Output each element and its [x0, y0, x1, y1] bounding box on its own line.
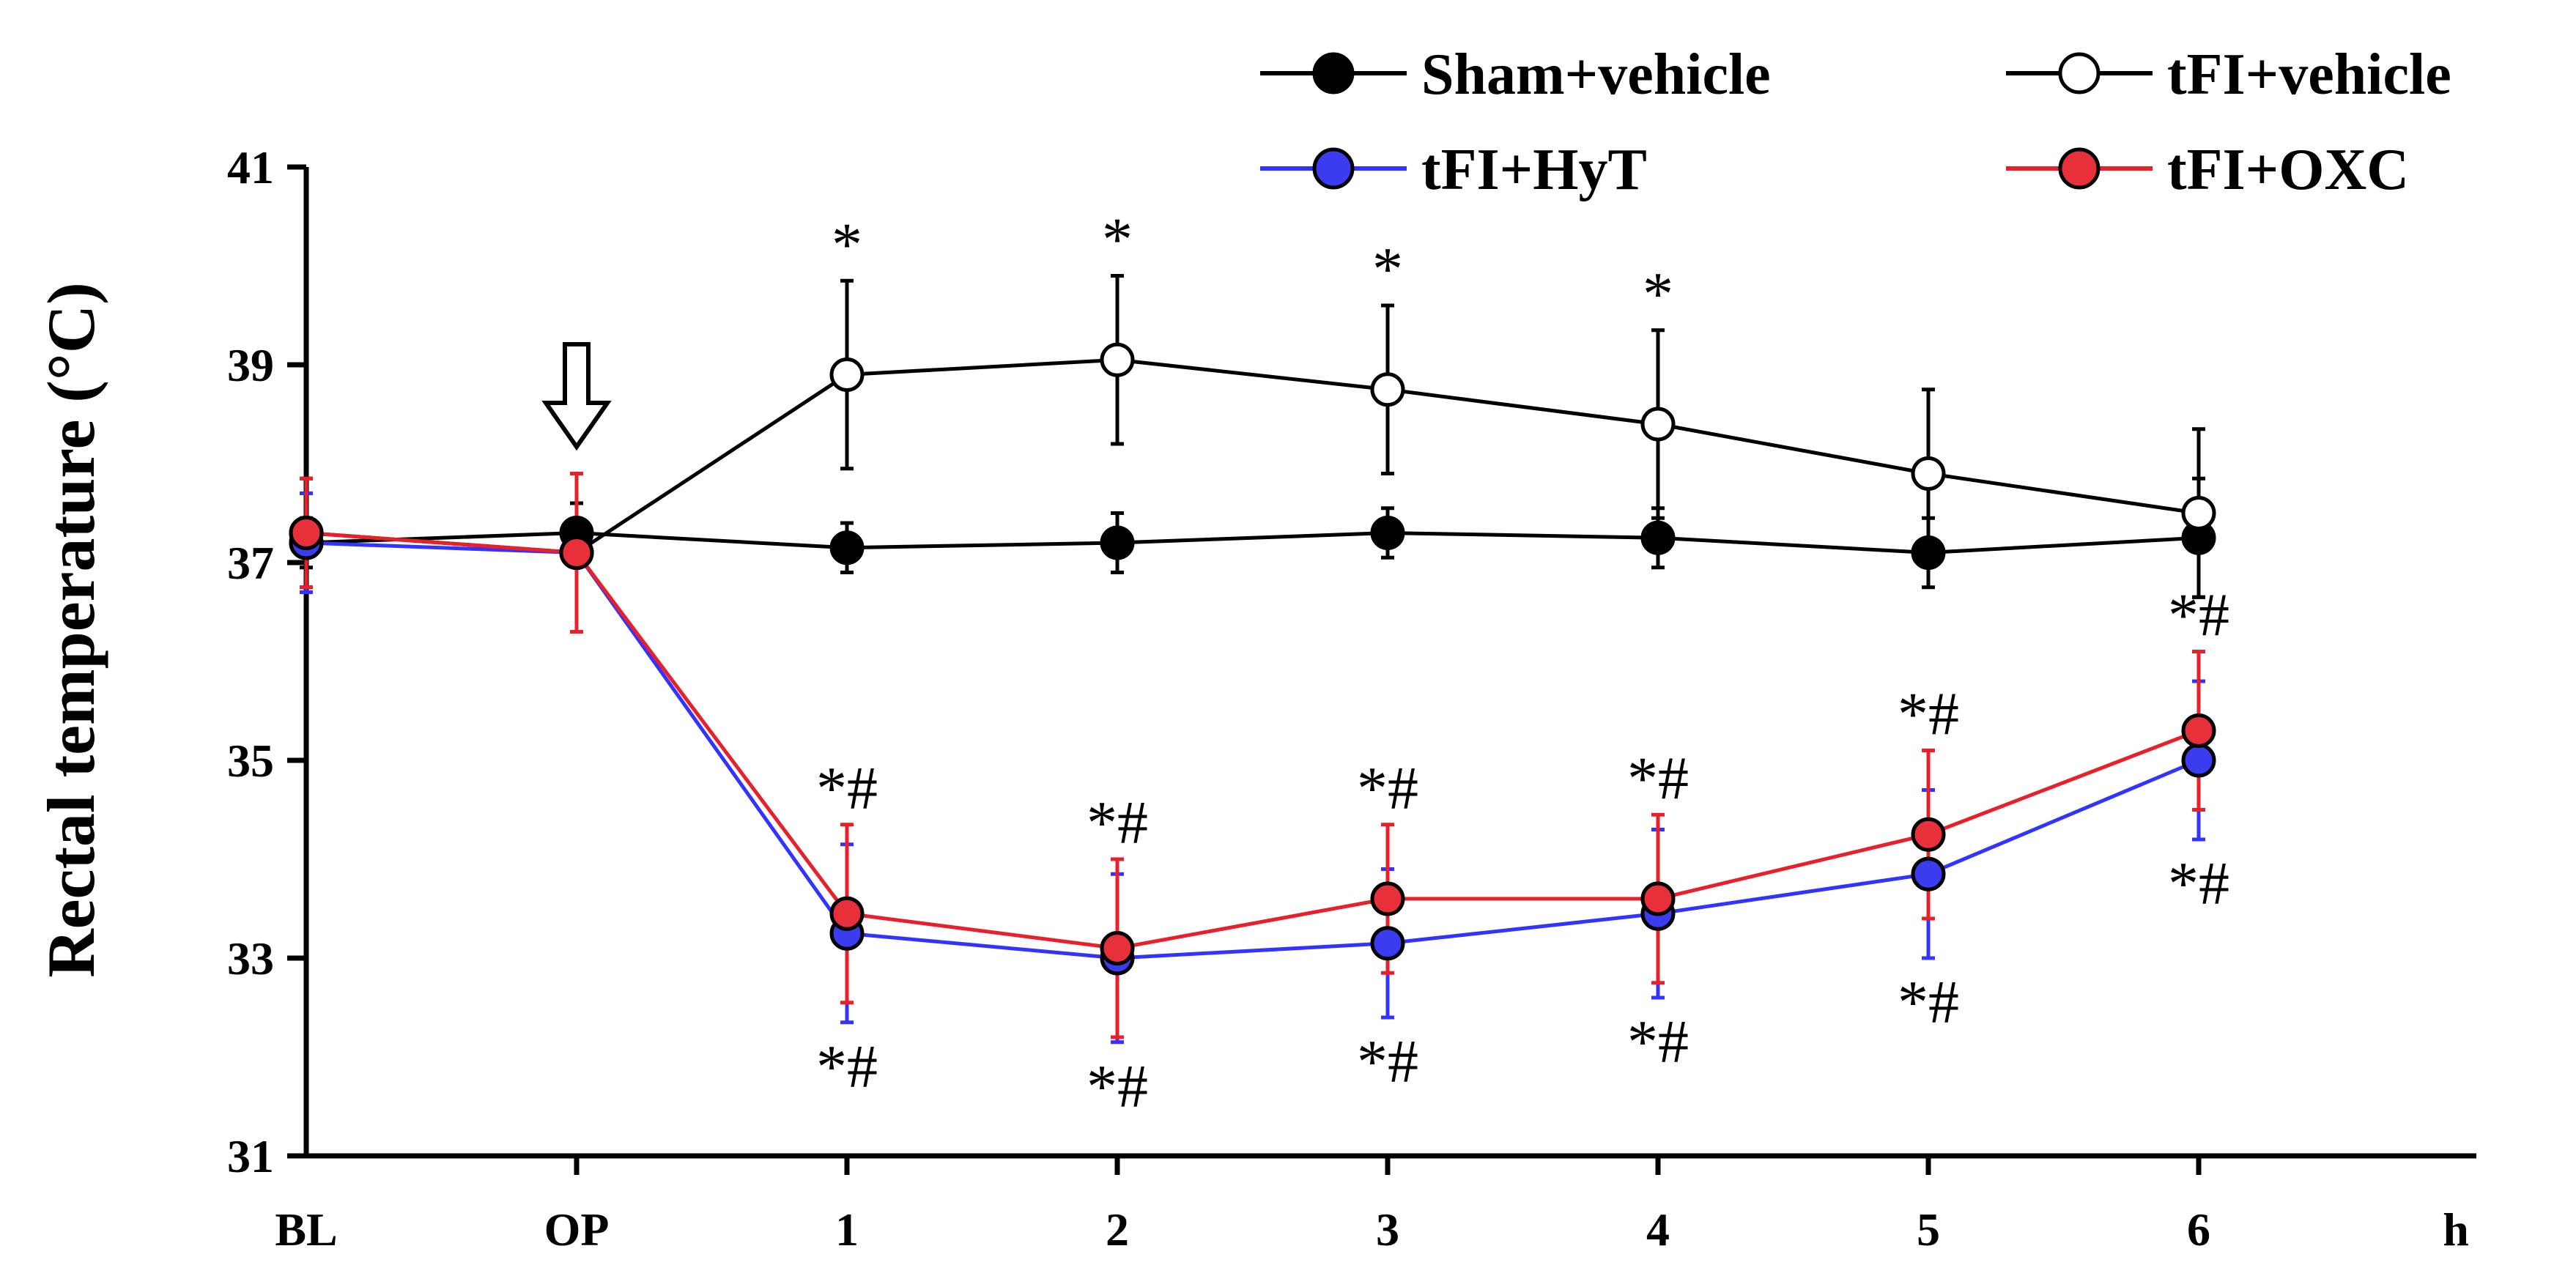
y-tick-label-37: 37: [227, 537, 274, 589]
data-point-sham-vehicle: [1640, 520, 1676, 555]
legend-label-sham-vehicle: Sham+vehicle: [1421, 42, 1771, 107]
data-point-tfi-oxc: [1370, 881, 1405, 916]
series-line-tfi-hyt: [306, 541, 2199, 960]
series-lines: [306, 357, 2199, 960]
legend-item-sham-vehicle: Sham+vehicle: [1260, 42, 1771, 107]
legend: Sham+vehicle tFI+vehicle tFI+HyT tFI+OXC: [1260, 42, 2451, 202]
significance-mark: *#: [2168, 850, 2229, 918]
y-axis-title: Rectal temperature (°C): [34, 282, 108, 978]
data-point-sham-vehicle: [1370, 516, 1405, 550]
data-point-sham-vehicle: [1100, 525, 1135, 560]
significance-mark: *: [1372, 235, 1403, 303]
down-arrow-icon: [541, 342, 612, 451]
data-points: [289, 342, 2216, 976]
legend-item-tfi-hyt: tFI+HyT: [1260, 138, 1647, 202]
data-point-tfi-oxc: [1911, 817, 1946, 852]
data-point-tfi-oxc: [2181, 713, 2216, 748]
x-tick-label-4: 4: [1646, 1203, 1670, 1256]
data-point-sham-vehicle: [829, 530, 865, 565]
x-tick-label-6: 6: [2187, 1203, 2210, 1256]
significance-mark: *#: [1087, 1053, 1148, 1121]
series-line-sham-vehicle: [306, 530, 2199, 555]
data-point-sham-vehicle: [1911, 535, 1946, 570]
data-point-tfi-vehicle: [2181, 496, 2216, 530]
significance-annotations: * * * * *# *# *# *# *# *# *# *# *# *# *# *#: [816, 206, 2229, 1121]
significance-mark: *#: [1627, 744, 1689, 812]
legend-item-tfi-vehicle: tFI+vehicle: [2006, 42, 2451, 107]
legend-marker-tfi-hyt: [1312, 147, 1355, 190]
x-tick-label-1: 1: [835, 1203, 859, 1256]
x-tick-label-3: 3: [1376, 1203, 1399, 1256]
data-point-tfi-oxc: [559, 535, 594, 570]
data-point-tfi-oxc: [1640, 881, 1676, 916]
significance-mark: *#: [816, 754, 878, 823]
legend-label-tfi-oxc: tFI+OXC: [2167, 138, 2409, 202]
x-tick-label-bl: BL: [275, 1203, 337, 1256]
data-point-tfi-hyt: [1911, 856, 1946, 891]
series-line-tfi-oxc: [306, 531, 2199, 951]
x-tick-label-2: 2: [1106, 1203, 1129, 1256]
y-tick-label-31: 31: [227, 1130, 274, 1182]
significance-mark: *#: [1357, 1028, 1418, 1096]
significance-mark: *#: [1357, 754, 1418, 823]
data-point-tfi-hyt: [1370, 926, 1405, 961]
data-point-tfi-hyt: [2181, 743, 2216, 778]
x-axis-unit: h: [2443, 1203, 2469, 1256]
y-tick-label-35: 35: [227, 735, 274, 787]
significance-mark: *: [1102, 206, 1133, 274]
data-point-tfi-oxc: [829, 896, 865, 931]
data-point-tfi-vehicle: [1100, 342, 1135, 377]
x-tick-label-5: 5: [1917, 1203, 1940, 1256]
significance-mark: *: [832, 210, 862, 278]
significance-mark: *#: [1898, 968, 1959, 1036]
significance-mark: *#: [1087, 789, 1148, 857]
y-tick-label-39: 39: [227, 339, 274, 391]
intervention-marker: [541, 342, 612, 451]
significance-mark: *#: [816, 1033, 878, 1101]
data-point-tfi-vehicle: [1640, 407, 1676, 442]
data-point-tfi-oxc: [289, 516, 324, 550]
legend-label-tfi-hyt: tFI+HyT: [1421, 138, 1647, 202]
y-axis: 31 33 35 37 39 41: [227, 141, 309, 1182]
significance-mark: *: [1643, 260, 1673, 328]
data-point-tfi-vehicle: [829, 357, 865, 392]
data-point-tfi-vehicle: [1370, 372, 1405, 407]
data-point-tfi-vehicle: [1911, 456, 1946, 491]
y-tick-label-33: 33: [227, 932, 274, 984]
significance-mark: *#: [1627, 1008, 1689, 1076]
x-axis: BL OP 1 2 3 4 5 6 h: [275, 1153, 2476, 1256]
significance-mark: *#: [1898, 680, 1959, 749]
significance-mark: *#: [2168, 582, 2229, 650]
y-tick-label-41: 41: [227, 141, 274, 193]
data-point-tfi-oxc: [1100, 931, 1135, 965]
legend-marker-tfi-vehicle: [2058, 52, 2101, 94]
x-tick-label-op: OP: [544, 1203, 610, 1256]
legend-marker-tfi-oxc: [2058, 147, 2101, 190]
legend-item-tfi-oxc: tFI+OXC: [2006, 138, 2409, 202]
legend-label-tfi-vehicle: tFI+vehicle: [2167, 42, 2451, 107]
legend-marker-sham-vehicle: [1312, 52, 1355, 94]
series-line-tfi-vehicle: [306, 357, 2199, 555]
